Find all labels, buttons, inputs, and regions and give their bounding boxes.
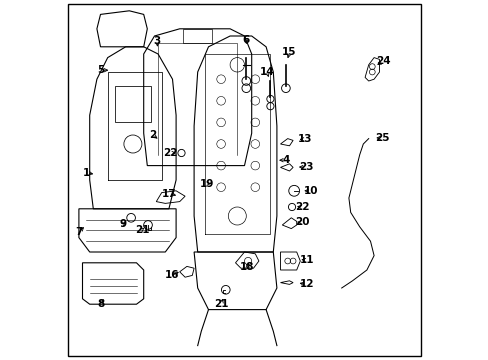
Text: 22: 22: [295, 202, 309, 212]
Text: 10: 10: [303, 186, 318, 196]
Text: 25: 25: [374, 133, 388, 143]
Text: 8: 8: [97, 299, 104, 309]
Text: 19: 19: [199, 179, 213, 189]
Text: 12: 12: [299, 279, 313, 289]
Bar: [183, 29, 212, 43]
Text: 21: 21: [134, 225, 149, 235]
Text: 7: 7: [75, 227, 82, 237]
Text: 15: 15: [282, 47, 296, 57]
Text: 2: 2: [149, 130, 156, 140]
Text: 17: 17: [162, 189, 177, 199]
Text: 4: 4: [282, 155, 289, 165]
Text: 21: 21: [213, 299, 228, 309]
Text: 24: 24: [375, 56, 389, 66]
Text: 3: 3: [153, 36, 161, 46]
Text: 23: 23: [299, 162, 313, 172]
Text: 18: 18: [240, 262, 254, 272]
Text: 6: 6: [242, 35, 249, 45]
Text: 1: 1: [83, 168, 90, 178]
Text: 14: 14: [259, 67, 274, 77]
Text: 22: 22: [163, 148, 178, 158]
Text: 9: 9: [120, 219, 126, 229]
Bar: [115, 86, 151, 122]
Text: 16: 16: [164, 270, 179, 280]
Text: 5: 5: [97, 65, 104, 75]
Text: 20: 20: [295, 217, 309, 227]
Text: 13: 13: [297, 134, 312, 144]
Text: 11: 11: [299, 255, 313, 265]
